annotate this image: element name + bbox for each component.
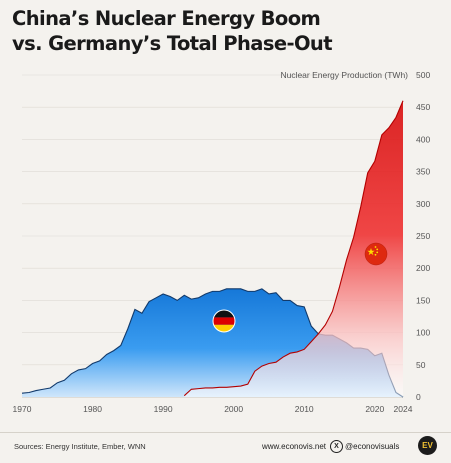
social-handle[interactable]: @econovisuals (345, 442, 400, 451)
china-flag-icon (364, 242, 388, 266)
x-logo-icon: X (330, 440, 343, 453)
china-line (183, 100, 404, 397)
y-tick-label: 500 (416, 70, 430, 80)
x-tick-label: 1970 (13, 404, 32, 414)
econovis-logo: EV (418, 436, 437, 455)
china-area (184, 100, 403, 397)
title-line-2: vs. Germany’s Total Phase-Out (12, 32, 333, 55)
chart-title: China’s Nuclear Energy Boom vs. Germany’… (12, 6, 333, 56)
y-tick-label: 100 (416, 328, 430, 338)
website-link[interactable]: www.econovis.net (262, 442, 327, 451)
y-tick-label: 150 (416, 295, 430, 305)
x-tick-label: 1980 (83, 404, 102, 414)
germany-flag-icon (212, 309, 236, 333)
x-tick-label: 1990 (154, 404, 173, 414)
title-line-1: China’s Nuclear Energy Boom (12, 7, 321, 30)
x-tick-label: 2020 (365, 404, 384, 414)
y-tick-label: 50 (416, 360, 426, 370)
y-tick-label: 350 (416, 167, 430, 177)
y-tick-label: 300 (416, 199, 430, 209)
sources-text: Sources: Energy Institute, Ember, WNN (14, 442, 146, 451)
footer: Sources: Energy Institute, Ember, WNN ww… (0, 432, 451, 463)
y-tick-label: 0 (416, 392, 421, 402)
y-tick-label: 450 (416, 102, 430, 112)
y-axis-label: Nuclear Energy Production (TWh) (280, 70, 408, 80)
y-tick-label: 200 (416, 263, 430, 273)
y-tick-label: 400 (416, 134, 430, 144)
area-chart: 0 50 100 150 200 250 300 350 400 450 500 1970 1980 1… (13, 70, 431, 414)
x-tick-label: 2024 (394, 404, 413, 414)
y-tick-label: 250 (416, 231, 430, 241)
x-tick-label: 2010 (295, 404, 314, 414)
x-tick-label: 2000 (224, 404, 243, 414)
